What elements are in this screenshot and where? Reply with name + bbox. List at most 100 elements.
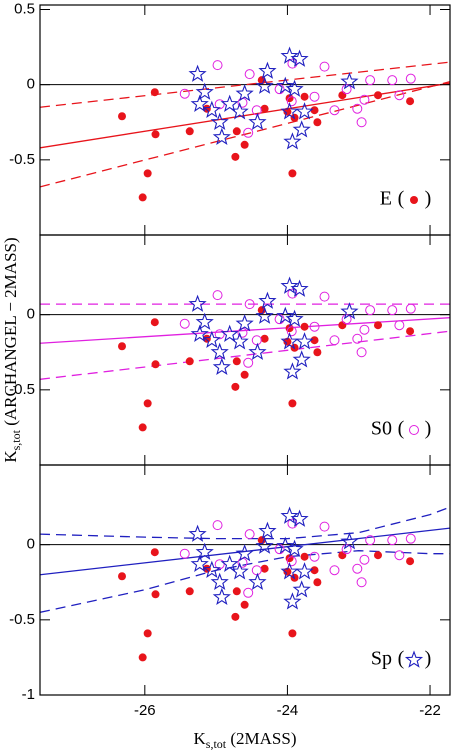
point bbox=[365, 75, 376, 86]
axis-label: Ks,tot (2MASS) bbox=[194, 729, 297, 751]
plot-area bbox=[40, 506, 450, 662]
point bbox=[212, 587, 231, 606]
point bbox=[338, 91, 347, 100]
point bbox=[356, 117, 367, 128]
point bbox=[190, 94, 209, 112]
point bbox=[190, 554, 209, 572]
y-tick-label: 0 bbox=[27, 76, 35, 93]
point bbox=[329, 105, 340, 116]
point bbox=[210, 342, 229, 361]
point bbox=[280, 332, 299, 350]
point bbox=[290, 49, 309, 67]
point bbox=[143, 399, 152, 408]
point bbox=[214, 559, 225, 570]
point bbox=[118, 112, 126, 121]
point bbox=[283, 592, 302, 610]
point bbox=[188, 64, 207, 82]
point bbox=[212, 357, 231, 376]
point bbox=[286, 326, 297, 337]
point bbox=[258, 291, 277, 309]
point bbox=[290, 279, 309, 297]
point bbox=[231, 382, 240, 391]
point bbox=[143, 629, 152, 638]
point bbox=[220, 94, 239, 112]
point bbox=[285, 309, 304, 327]
point bbox=[274, 314, 285, 325]
fit-line bbox=[40, 61, 450, 108]
point bbox=[352, 563, 363, 574]
point bbox=[195, 82, 214, 100]
point bbox=[295, 102, 314, 120]
point bbox=[232, 127, 241, 136]
point bbox=[309, 551, 320, 562]
point bbox=[313, 578, 322, 587]
point bbox=[356, 577, 367, 588]
point bbox=[185, 357, 194, 366]
point bbox=[290, 509, 309, 527]
panel-paren: ) bbox=[425, 418, 432, 440]
point bbox=[329, 335, 340, 346]
point bbox=[300, 322, 309, 331]
point bbox=[235, 544, 254, 562]
panel-label: E bbox=[380, 188, 392, 210]
point bbox=[240, 140, 249, 149]
point bbox=[309, 91, 320, 102]
panel-label: S0 bbox=[371, 418, 392, 440]
point bbox=[387, 535, 398, 546]
label-main: K bbox=[1, 450, 20, 463]
point bbox=[138, 653, 147, 662]
point bbox=[319, 61, 330, 72]
point bbox=[195, 542, 214, 560]
point bbox=[188, 524, 207, 542]
point bbox=[276, 306, 295, 324]
fit-line bbox=[40, 81, 450, 188]
point bbox=[319, 521, 330, 532]
y-tick-label: -0.5 bbox=[9, 151, 35, 168]
plot-area bbox=[40, 46, 450, 202]
point bbox=[285, 539, 304, 557]
x-tick-label: -22 bbox=[419, 702, 441, 719]
point bbox=[329, 565, 340, 576]
point bbox=[185, 127, 194, 136]
point bbox=[230, 332, 249, 350]
point bbox=[280, 102, 299, 120]
point bbox=[405, 73, 416, 84]
point bbox=[286, 556, 297, 567]
point bbox=[260, 334, 269, 343]
x-tick-label: -26 bbox=[134, 702, 156, 719]
point bbox=[340, 72, 359, 90]
point bbox=[235, 314, 254, 332]
point bbox=[283, 337, 292, 346]
label-rest: (ARCHANGEL − 2MASS) bbox=[1, 237, 20, 430]
fit-line bbox=[40, 82, 450, 149]
point bbox=[251, 335, 262, 346]
point bbox=[359, 554, 370, 565]
y-tick-label: 0 bbox=[27, 306, 35, 323]
point bbox=[274, 544, 285, 555]
point bbox=[373, 91, 382, 100]
point bbox=[387, 305, 398, 316]
point bbox=[283, 567, 292, 576]
point bbox=[251, 565, 262, 576]
y-tick-label: 0.5 bbox=[14, 0, 35, 17]
point bbox=[244, 299, 255, 310]
point bbox=[214, 99, 225, 110]
y-tick-label: -0.5 bbox=[9, 611, 35, 628]
point bbox=[202, 560, 221, 578]
point bbox=[292, 350, 311, 368]
point bbox=[338, 321, 347, 330]
point bbox=[283, 132, 302, 150]
point bbox=[202, 100, 221, 118]
point bbox=[244, 69, 255, 80]
point bbox=[151, 130, 160, 139]
panel-paren: ) bbox=[425, 648, 432, 670]
point bbox=[188, 294, 207, 312]
point bbox=[283, 362, 302, 380]
point bbox=[406, 327, 415, 336]
point bbox=[288, 399, 297, 408]
point bbox=[151, 590, 160, 599]
point bbox=[118, 342, 126, 351]
point bbox=[276, 76, 295, 94]
point bbox=[243, 357, 254, 368]
point bbox=[352, 333, 363, 344]
